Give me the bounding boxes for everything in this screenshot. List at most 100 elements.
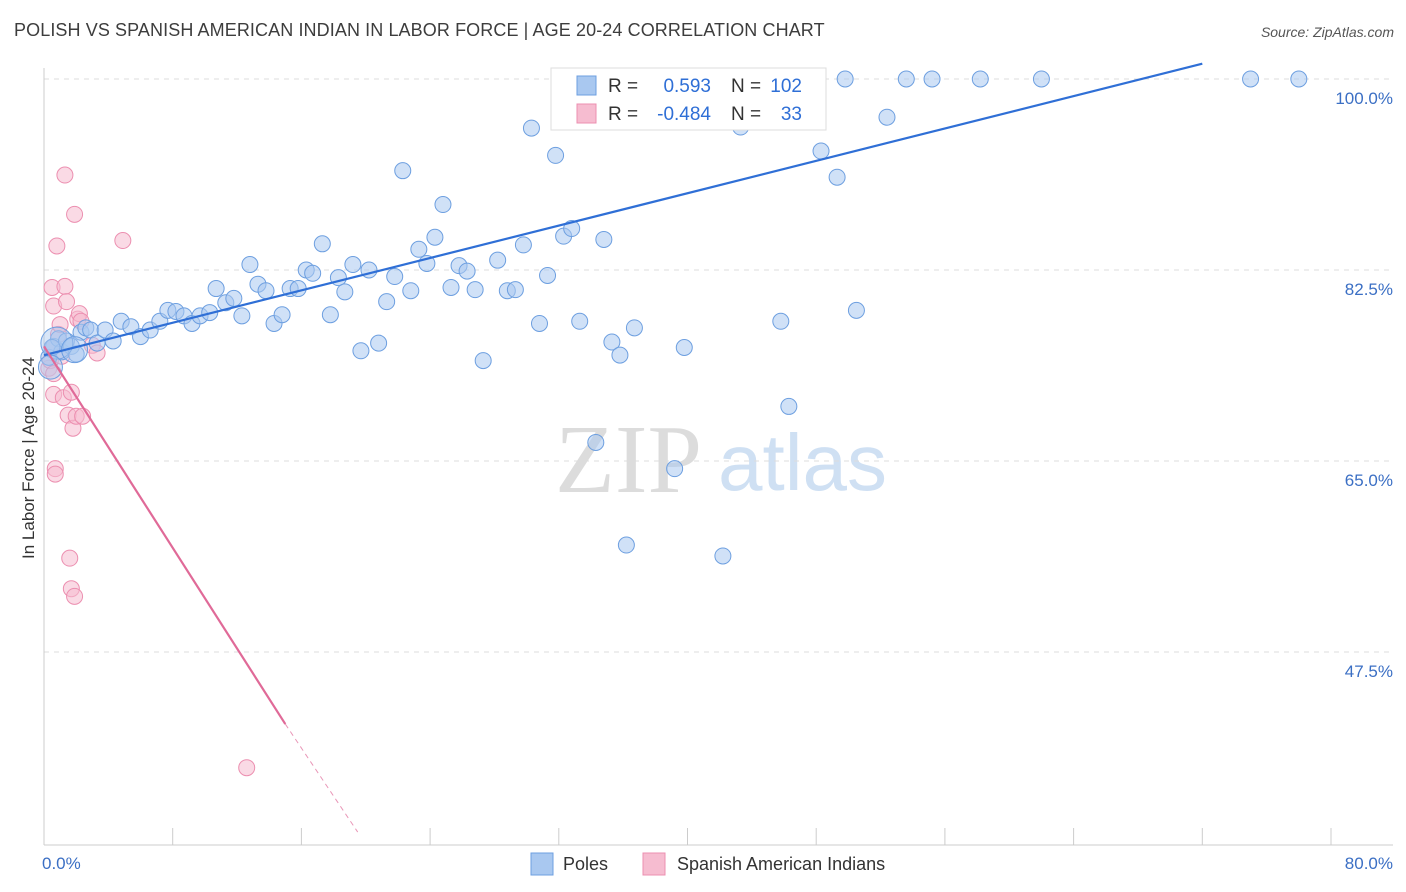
data-point-sai [66, 205, 84, 223]
legend-label-sai: Spanish American Indians [677, 854, 885, 874]
data-point-poles [563, 220, 581, 238]
data-point-sai [46, 465, 64, 483]
data-point-poles [1290, 70, 1308, 88]
data-point-poles [506, 281, 524, 299]
data-point-sai [48, 237, 66, 255]
data-point-poles [923, 70, 941, 88]
data-point-poles [617, 536, 635, 554]
data-point-poles [897, 70, 915, 88]
data-point-poles [625, 319, 643, 337]
data-point-poles [587, 433, 605, 451]
data-point-poles [336, 283, 354, 301]
legend-n-value: 102 [770, 76, 802, 97]
data-point-poles [603, 333, 621, 351]
legend-r-value: -0.484 [657, 104, 711, 125]
correlation-legend: R = 0.593 N = 102 R = -0.484 N = 33 [550, 67, 827, 131]
data-point-poles [458, 262, 476, 280]
watermark-zip: ZIP [555, 406, 702, 514]
trend-line-sai [43, 345, 287, 725]
y-tick-label: 65.0% [1345, 471, 1393, 490]
series-poles [37, 69, 1308, 565]
legend-swatch-sai [642, 852, 666, 876]
data-point-poles [571, 312, 589, 330]
data-point-poles [273, 306, 291, 324]
data-point-sai [61, 549, 79, 567]
trend-line-sai-extension [284, 723, 359, 833]
data-point-poles [847, 301, 865, 319]
data-point-poles [352, 342, 370, 360]
legend-n-label: N = [731, 76, 761, 97]
data-point-poles [386, 268, 404, 286]
data-point-poles [466, 281, 484, 299]
series-spanish-american-indians [40, 166, 256, 777]
y-tick-label: 100.0% [1335, 89, 1393, 108]
axes [43, 68, 1393, 846]
legend-n-value: 33 [781, 104, 802, 125]
y-tick-label: 82.5% [1345, 280, 1393, 299]
data-point-poles [611, 346, 629, 364]
data-point-poles [207, 280, 225, 298]
data-point-sai [56, 277, 74, 295]
data-point-poles [780, 397, 798, 415]
legend-swatch-sai [576, 103, 597, 124]
data-point-sai [66, 587, 84, 605]
legend-swatch-poles [576, 75, 597, 96]
legend-box [550, 67, 827, 131]
watermark-atlas: atlas [718, 418, 887, 507]
data-point-poles [836, 70, 854, 88]
data-point-poles [321, 306, 339, 324]
data-point-poles [812, 142, 830, 160]
data-point-poles [1032, 70, 1050, 88]
data-point-poles [539, 266, 557, 284]
source-label: Source: ZipAtlas.com [1260, 24, 1394, 40]
series-legend: Poles Spanish American Indians [530, 852, 885, 876]
trend-lines [43, 62, 1203, 833]
data-point-poles [442, 278, 460, 296]
data-point-poles [595, 230, 613, 248]
data-point-poles [289, 280, 307, 298]
data-point-poles [304, 264, 322, 282]
data-point-poles-cluster [37, 354, 63, 380]
y-tick-label: 47.5% [1345, 662, 1393, 681]
data-point-poles [547, 146, 565, 164]
data-point-poles [514, 236, 532, 254]
data-point-poles [530, 314, 548, 332]
data-point-poles [828, 168, 846, 186]
data-point-poles [394, 162, 412, 180]
data-point-poles [313, 235, 331, 253]
chart-title: POLISH VS SPANISH AMERICAN INDIAN IN LAB… [14, 20, 825, 40]
data-point-poles [434, 196, 452, 214]
data-point-poles [410, 240, 428, 258]
data-point-poles [370, 334, 388, 352]
data-point-sai [56, 166, 74, 184]
data-point-poles [402, 282, 420, 300]
data-point-poles [225, 289, 243, 307]
data-point-poles [474, 352, 492, 370]
data-point-poles [378, 293, 396, 311]
legend-label-poles: Poles [563, 854, 608, 874]
data-point-poles [675, 338, 693, 356]
data-point-poles [426, 228, 444, 246]
data-point-poles [344, 256, 362, 274]
legend-n-label: N = [731, 104, 761, 125]
legend-r-label: R = [608, 76, 638, 97]
gridlines [44, 78, 1393, 653]
legend-r-value: 0.593 [663, 76, 711, 97]
data-point-sai [58, 293, 76, 311]
y-axis-title: In Labor Force | Age 20-24 [19, 357, 38, 559]
data-point-poles [878, 108, 896, 126]
data-point-poles [489, 251, 507, 269]
data-point-poles [772, 312, 790, 330]
data-point-poles [1242, 70, 1260, 88]
data-point-poles [522, 119, 540, 137]
data-point-poles [257, 282, 275, 300]
data-point-poles [241, 256, 259, 274]
trend-line-poles [43, 62, 1203, 357]
data-point-poles-cluster [40, 326, 74, 360]
x-tick-label: 0.0% [42, 854, 81, 873]
data-point-poles [233, 307, 251, 325]
legend-r-label: R = [608, 104, 638, 125]
data-point-sai [238, 759, 256, 777]
data-point-sai [114, 232, 132, 250]
